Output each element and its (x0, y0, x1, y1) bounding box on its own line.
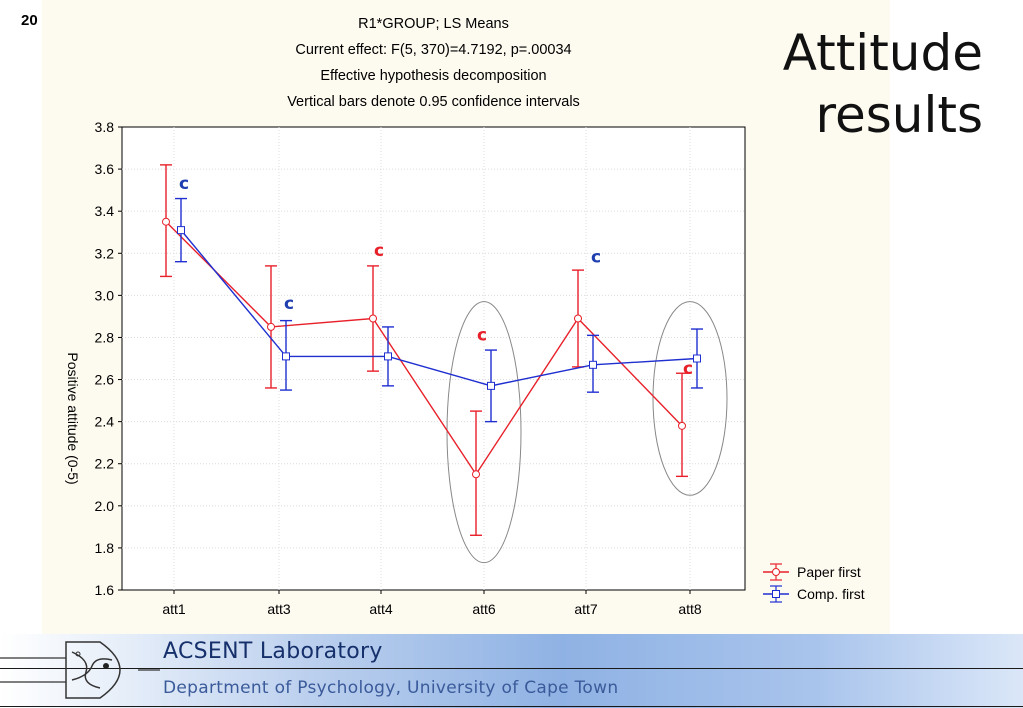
x-tick-label: att7 (574, 601, 598, 617)
data-point (282, 352, 290, 361)
significance-marker: c (284, 294, 294, 314)
data-point (177, 226, 185, 235)
y-tick-label: 2.6 (95, 372, 115, 388)
footer-divider (0, 668, 1023, 669)
highlight-ellipse (446, 301, 522, 564)
significance-marker: c (591, 247, 601, 267)
data-point (678, 421, 686, 430)
y-tick-label: 3.0 (95, 287, 115, 303)
x-tick-label: att4 (369, 601, 393, 617)
data-point (369, 314, 377, 323)
data-point (574, 314, 582, 323)
y-tick-label: 3.6 (95, 161, 115, 177)
slide-title: Attitude results (683, 22, 983, 146)
x-tick-label: att3 (267, 601, 291, 617)
plot-area (121, 126, 746, 591)
legend-label: Paper first (797, 564, 861, 580)
x-tick-label: att6 (472, 601, 496, 617)
x-tick-label: att1 (162, 601, 186, 617)
legend-marker (772, 568, 780, 576)
footer-banner (0, 634, 1023, 708)
significance-marker: c (477, 325, 487, 345)
lab-name: ACSENT Laboratory (163, 639, 383, 664)
data-point (267, 322, 275, 331)
footer-bottom-rule (0, 706, 1023, 707)
data-point (589, 360, 597, 369)
y-tick-label: 1.6 (95, 582, 115, 598)
y-tick-label: 3.8 (95, 119, 115, 135)
data-point (384, 352, 392, 361)
chart-title-line: Vertical bars denote 0.95 confidence int… (287, 94, 580, 110)
slide-number: 20 (21, 12, 38, 29)
y-tick-label: 1.8 (95, 540, 115, 556)
y-axis-label: Positive attitude (0-5) (65, 352, 81, 484)
department-name: Department of Psychology, University of … (163, 678, 619, 698)
significance-marker: c (179, 174, 189, 194)
x-tick-label: att8 (678, 601, 702, 617)
highlight-ellipse (652, 301, 728, 496)
acsent-logo (0, 641, 160, 699)
legend-marker (772, 590, 780, 598)
series-line (165, 221, 683, 476)
chart-title-line: Effective hypothesis decomposition (320, 68, 546, 84)
data-point (693, 354, 701, 363)
chart-title-line: R1*GROUP; LS Means (358, 16, 509, 32)
slide-title-line2: results (815, 86, 983, 144)
y-tick-label: 3.2 (95, 245, 115, 261)
chart-title-line: Current effect: F(5, 370)=4.7192, p=.000… (295, 42, 571, 58)
slide-title-line1: Attitude (782, 24, 983, 82)
data-point (162, 217, 170, 226)
series-line (180, 229, 698, 387)
y-tick-label: 2.2 (95, 456, 115, 472)
significance-marker: c (683, 359, 693, 379)
y-tick-label: 2.8 (95, 329, 115, 345)
chart-panel: 1.6 1.8 2.0 2.2 2.4 2.6 2.8 3.0 3.2 3.4 3.6 3.8 att1… (42, 0, 890, 634)
data-point (472, 470, 480, 479)
attitude-chart: 1.6 1.8 2.0 2.2 2.4 2.6 2.8 3.0 3.2 3.4 3.6 3.8 att1… (65, 16, 865, 617)
y-tick-label: 3.4 (95, 203, 115, 219)
legend-label: Comp. first (797, 586, 865, 602)
y-tick-label: 2.0 (95, 498, 115, 514)
y-tick-label: 2.4 (95, 414, 115, 430)
data-point (487, 381, 495, 390)
significance-marker: c (374, 241, 384, 261)
